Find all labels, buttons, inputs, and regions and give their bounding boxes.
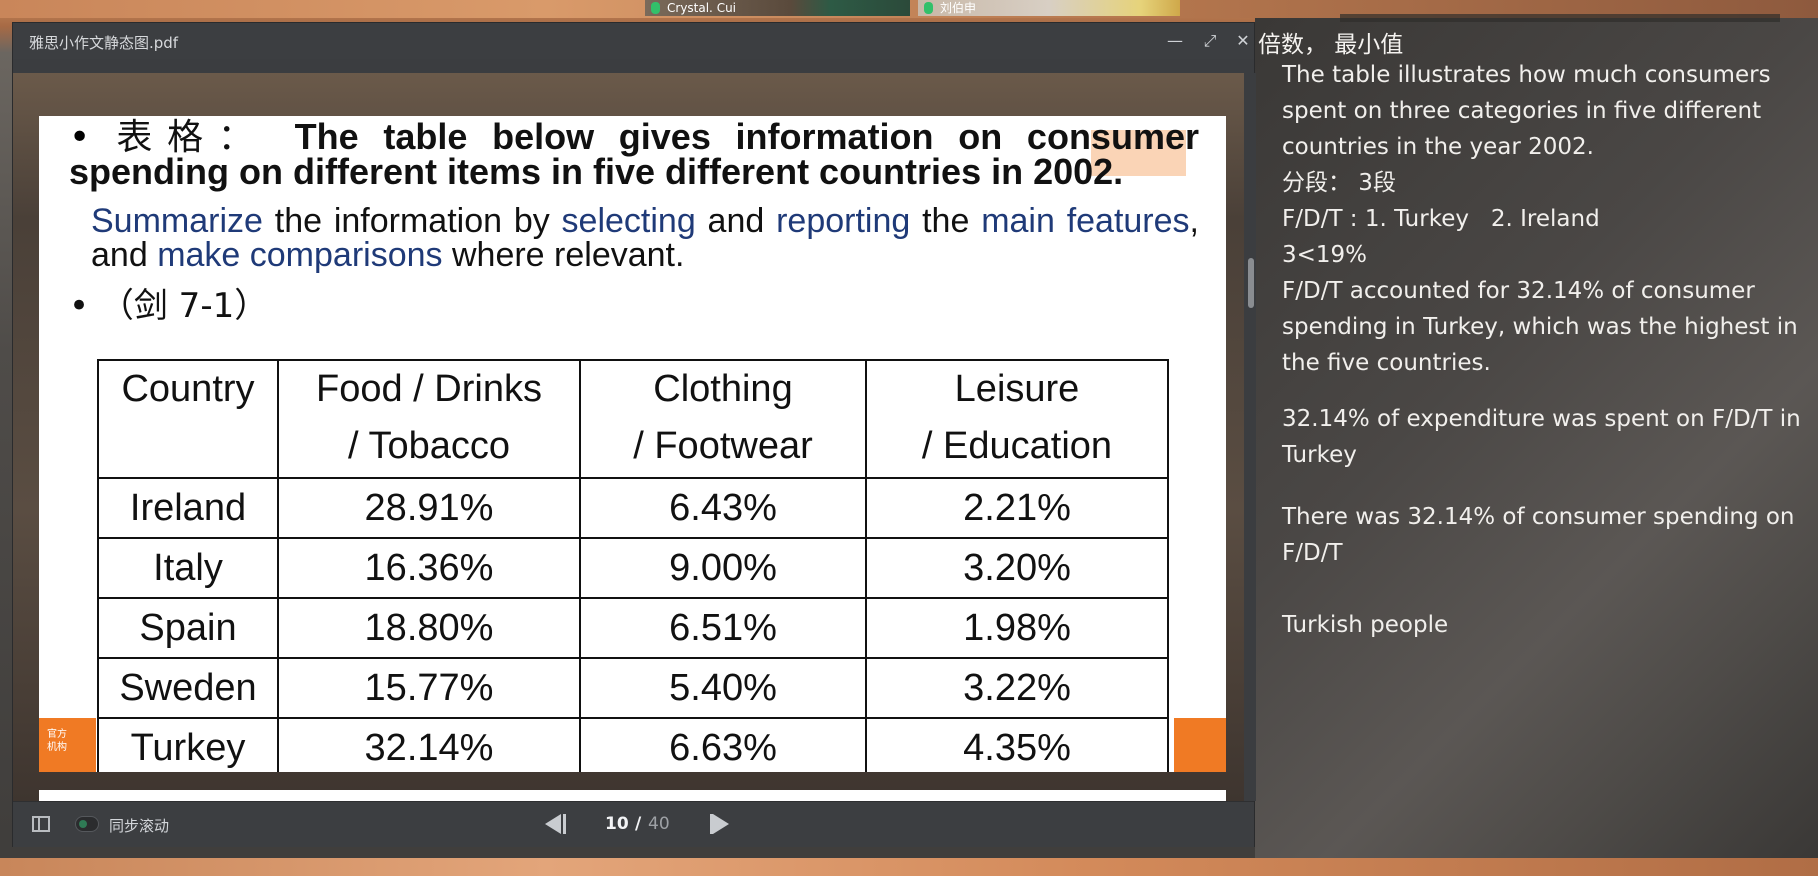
- sync-scroll-toggle[interactable]: [75, 816, 99, 832]
- table-cell: 2.21%: [865, 477, 1169, 539]
- current-page-number[interactable]: 10: [605, 814, 629, 834]
- minimize-button[interactable]: —: [1167, 31, 1183, 50]
- table-cell: Turkey: [97, 717, 279, 772]
- next-page-edge: [39, 790, 1226, 801]
- table-cell: 5.40%: [579, 657, 867, 719]
- participant-name: Crystal. Cui: [667, 1, 737, 15]
- table-cell: Sweden: [97, 657, 279, 719]
- slide-footer-band: [1174, 718, 1226, 772]
- maximize-button[interactable]: ⤢: [1203, 31, 1217, 50]
- table-cell: 6.43%: [579, 477, 867, 539]
- next-page-icon[interactable]: [710, 814, 713, 834]
- source-label: （剑 7-1）: [99, 286, 269, 326]
- spending-table: Country Food / Drinks / Tobacco Clothing /…: [97, 359, 1169, 772]
- table-cell: Italy: [97, 537, 279, 599]
- slide-footer-band: 官方 机构: [39, 718, 96, 772]
- notes-text[interactable]: The table illustrates how much consumers…: [1282, 57, 1818, 643]
- note-paragraph: 32.14% of expenditure was spent on F/D/T…: [1282, 406, 1809, 468]
- table-cell: 16.36%: [277, 537, 581, 599]
- participant-tile[interactable]: Crystal. Cui: [645, 0, 910, 16]
- table-cell: Spain: [97, 597, 279, 659]
- sync-scroll-label: 同步滚动: [109, 817, 170, 835]
- table-header-cell: Food / Drinks / Tobacco: [277, 359, 581, 479]
- bullet: •: [69, 286, 100, 326]
- next-page-button[interactable]: [713, 814, 729, 834]
- note-line: 倍数， 最小值: [1258, 32, 1404, 58]
- table-cell: 32.14%: [277, 717, 581, 772]
- table-header-cell: Country: [97, 359, 279, 479]
- note-paragraph: Turkish people: [1282, 612, 1449, 638]
- prompt-instruction: Summarize the information by selecting a…: [91, 202, 1199, 274]
- note-paragraph: There was 32.14% of consumer spending on…: [1282, 504, 1802, 566]
- table-row: Sweden 15.77% 5.40% 3.22%: [97, 657, 1169, 719]
- close-button[interactable]: ✕: [1236, 31, 1250, 50]
- note-paragraph: The table illustrates how much consumers…: [1282, 62, 1778, 160]
- table-header-cell: Leisure / Education: [865, 359, 1169, 479]
- note-paragraph: F/D/T accounted for 32.14% of consumer s…: [1282, 278, 1805, 376]
- participant-name: 刘伯申: [940, 1, 977, 15]
- cropped-text-line: [1340, 14, 1780, 22]
- pdf-viewer-window: 雅思小作文静态图.pdf — ⤢ ✕ • 表格： The table below…: [12, 22, 1256, 847]
- table-cell: 15.77%: [277, 657, 581, 719]
- table-cell: 3.22%: [865, 657, 1169, 719]
- previous-page-button[interactable]: [545, 814, 561, 834]
- vertical-scrollbar[interactable]: [1246, 73, 1256, 801]
- footer-text: 官方 机构: [47, 729, 67, 753]
- note-paragraph: 3<19%: [1282, 242, 1368, 268]
- scroll-thumb[interactable]: [1248, 258, 1254, 308]
- meeting-video-strip: Crystal. Cui 刘伯申: [0, 0, 1818, 18]
- microphone-icon: [651, 2, 660, 14]
- table-cell: 18.80%: [277, 597, 581, 659]
- table-cell: Ireland: [97, 477, 279, 539]
- table-row: Turkey 32.14% 6.63% 4.35%: [97, 717, 1169, 772]
- table-cell: 6.51%: [579, 597, 867, 659]
- title-bar[interactable]: 雅思小作文静态图.pdf — ⤢ ✕: [13, 23, 1254, 59]
- note-paragraph: F/D/T : 1. Turkey 2. Ireland: [1282, 206, 1600, 232]
- table-row: Spain 18.80% 6.51% 1.98%: [97, 597, 1169, 659]
- participant-tile[interactable]: 刘伯申: [918, 0, 1180, 16]
- desktop-background-strip: [0, 858, 1818, 876]
- document-title: 雅思小作文静态图.pdf: [29, 34, 179, 52]
- table-header-cell: Clothing / Footwear: [579, 359, 867, 479]
- note-paragraph: 分段： 3段: [1282, 170, 1396, 196]
- document-canvas[interactable]: • 表格： The table below gives information …: [13, 73, 1244, 801]
- table-cell: 9.00%: [579, 537, 867, 599]
- previous-page-icon[interactable]: [563, 814, 566, 834]
- table-cell: 3.20%: [865, 537, 1169, 599]
- prompt-title: The table below gives information on con…: [69, 116, 1199, 192]
- table-cell: 1.98%: [865, 597, 1169, 659]
- table-row: Italy 16.36% 9.00% 3.20%: [97, 537, 1169, 599]
- microphone-icon: [924, 2, 933, 14]
- table-cell: 6.63%: [579, 717, 867, 772]
- total-pages: 40: [648, 814, 670, 834]
- page-separator: /: [635, 814, 642, 834]
- prompt-label: 表格：: [116, 117, 269, 158]
- pdf-page: • 表格： The table below gives information …: [39, 116, 1226, 772]
- brand-logo: [1091, 130, 1186, 176]
- viewer-toolbar: 同步滚动 10 / 40: [13, 801, 1254, 847]
- table-header-row: Country Food / Drinks / Tobacco Clothing /…: [97, 359, 1169, 479]
- table-cell: 4.35%: [865, 717, 1169, 772]
- source-line: • （剑 7-1）: [69, 286, 268, 326]
- bullet: •: [69, 117, 117, 158]
- table-cell: 28.91%: [277, 477, 581, 539]
- notes-panel: [1255, 18, 1818, 858]
- table-row: Ireland 28.91% 6.43% 2.21%: [97, 477, 1169, 539]
- sidebar-toggle-icon[interactable]: [32, 816, 50, 832]
